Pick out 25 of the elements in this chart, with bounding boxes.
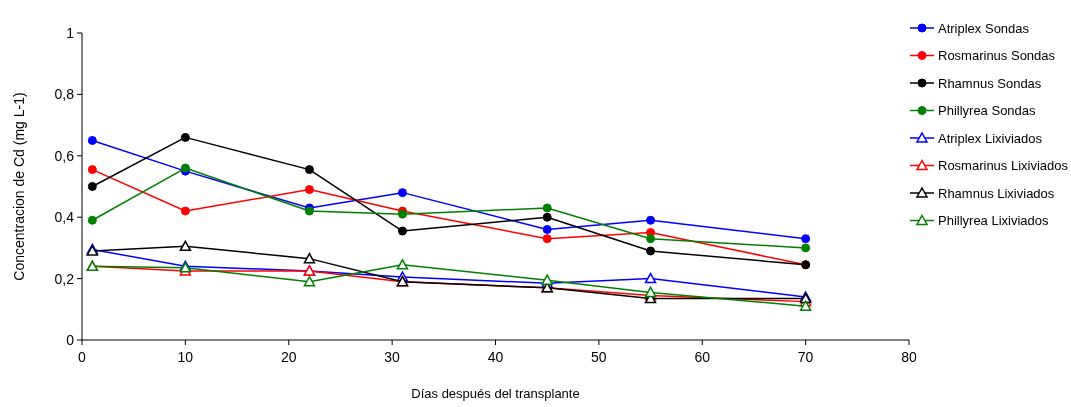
y-tick-label: 0,4 <box>54 209 75 226</box>
y-tick-label: 0,8 <box>54 86 75 103</box>
legend-label: Rosmarinus Sondas <box>938 48 1056 64</box>
x-axis-title: Días después del transplante <box>411 386 580 401</box>
y-tick-label: 1 <box>66 24 75 41</box>
legend-label: Atriplex Lixiviados <box>938 130 1043 146</box>
x-tick-label: 0 <box>78 349 87 365</box>
y-axis-title: Concentracion de Cd (mg L-1) <box>11 92 27 281</box>
y-tick-label: 0,2 <box>54 270 75 287</box>
x-tick-label: 80 <box>901 349 917 365</box>
x-tick-label: 70 <box>797 349 814 365</box>
x-tick-label: 60 <box>694 349 711 365</box>
legend-label: Phillyrea Lixiviados <box>938 213 1050 229</box>
x-tick-label: 10 <box>177 349 194 365</box>
x-tick-label: 20 <box>280 349 297 365</box>
legend-label: Atriplex Sondas <box>938 20 1030 36</box>
x-tick-label: 50 <box>591 349 607 365</box>
x-tick-label: 30 <box>384 349 401 365</box>
y-tick-label: 0,6 <box>54 147 75 164</box>
y-tick-label: 0 <box>66 331 75 348</box>
legend-label: Phillyrea Sondas <box>938 103 1037 119</box>
legend-label: Rhamnus Sondas <box>938 75 1042 91</box>
legend-label: Rhamnus Lixiviados <box>938 185 1055 201</box>
legend-label: Rosmarinus Lixiviados <box>938 158 1069 174</box>
x-tick-label: 40 <box>487 349 504 365</box>
